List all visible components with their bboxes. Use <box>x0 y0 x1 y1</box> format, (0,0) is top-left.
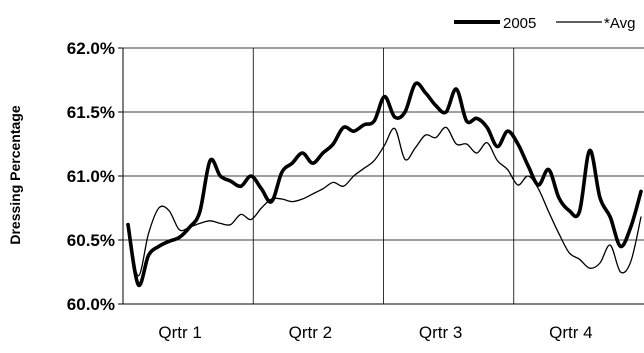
y-tick-label: 61.0% <box>67 167 115 186</box>
y-tick-label: 61.5% <box>67 103 115 122</box>
x-tick-label: Qrtr 2 <box>289 323 332 342</box>
series-layer <box>126 81 643 288</box>
legend: 2005 *Avg <box>454 15 635 32</box>
label-layer: Dressing Percentage 60.0% 60.5% 61.0% 61.5%… <box>7 39 593 342</box>
series-line-primary <box>126 81 643 288</box>
x-tick-label: Qrtr 3 <box>419 323 462 342</box>
legend-label: *Avg <box>604 15 635 32</box>
y-tick-label: 62.0% <box>67 39 115 58</box>
axis-layer <box>118 47 644 305</box>
x-tick-label: Qrtr 1 <box>158 323 201 342</box>
y-tick-label: 60.5% <box>67 231 115 250</box>
x-tick-label: Qrtr 4 <box>549 323 592 342</box>
grid-layer <box>123 47 644 304</box>
y-tick-label: 60.0% <box>67 295 115 314</box>
legend-label: 2005 <box>503 15 536 32</box>
y-axis-title: Dressing Percentage <box>7 105 23 244</box>
series-line-secondary <box>127 126 642 277</box>
